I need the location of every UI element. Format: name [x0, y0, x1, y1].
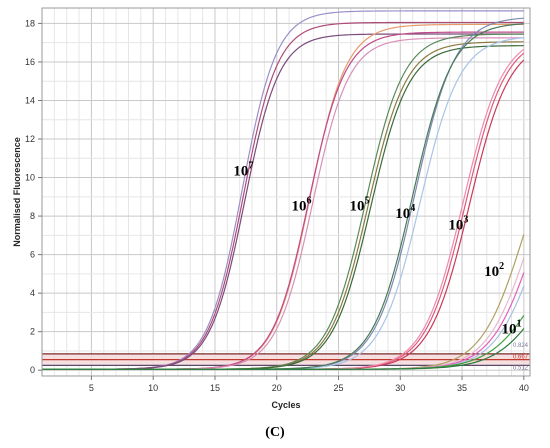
- dilution-label: 104: [395, 203, 415, 222]
- y-tick-label: 2: [30, 327, 35, 337]
- y-tick-label: 4: [30, 288, 35, 298]
- x-axis-title: Cycles: [271, 400, 300, 410]
- y-tick-label: 18: [25, 18, 35, 28]
- x-tick-label: 35: [457, 383, 467, 393]
- dilution-label: 102: [484, 261, 504, 280]
- dilution-label: 107: [233, 161, 253, 180]
- x-tick-label: 5: [89, 383, 94, 393]
- x-tick-label: 25: [333, 383, 343, 393]
- dilution-label: 105: [350, 195, 370, 214]
- dilution-label: 101: [501, 319, 521, 338]
- y-tick-label: 16: [25, 57, 35, 67]
- x-tick-label: 20: [272, 383, 282, 393]
- y-tick-label: 10: [25, 173, 35, 183]
- x-tick-label: 15: [210, 383, 220, 393]
- x-tick-label: 40: [519, 383, 529, 393]
- threshold-value-label: 0.824: [513, 343, 529, 349]
- x-tick-label: 30: [395, 383, 405, 393]
- dilution-label: 106: [291, 195, 311, 214]
- threshold-value-label: 0.667: [513, 355, 529, 361]
- dilution-label: 103: [448, 215, 468, 234]
- y-tick-label: 14: [25, 95, 35, 105]
- plot-background: [42, 8, 530, 376]
- y-axis-title: Normalised Fluorescence: [12, 137, 22, 247]
- qpcr-amplification-chart: 5 10 15 20 25 30 35 40 0 2 4 6 8 10 12 14 16 18 0.824 0.66…: [12, 7, 531, 410]
- series-line: [42, 328, 525, 370]
- y-tick-label: 12: [25, 134, 35, 144]
- amplification-curves: [42, 10, 525, 370]
- dilution-annotations: 107 106 105 104 103 102 101: [233, 161, 521, 338]
- y-tick-label: 8: [30, 211, 35, 221]
- axis-ticks: 5 10 15 20 25 30 35 40 0 2 4 6 8 10 12 14 16 18: [25, 18, 529, 393]
- panel-label: (C): [265, 425, 285, 440]
- y-tick-label: 0: [30, 365, 35, 375]
- threshold-value-label: 0.512: [513, 365, 529, 371]
- x-tick-label: 10: [148, 383, 158, 393]
- y-tick-label: 6: [30, 250, 35, 260]
- plot-frame: [41, 7, 531, 377]
- threshold-labels: 0.824 0.667 0.512: [513, 343, 529, 371]
